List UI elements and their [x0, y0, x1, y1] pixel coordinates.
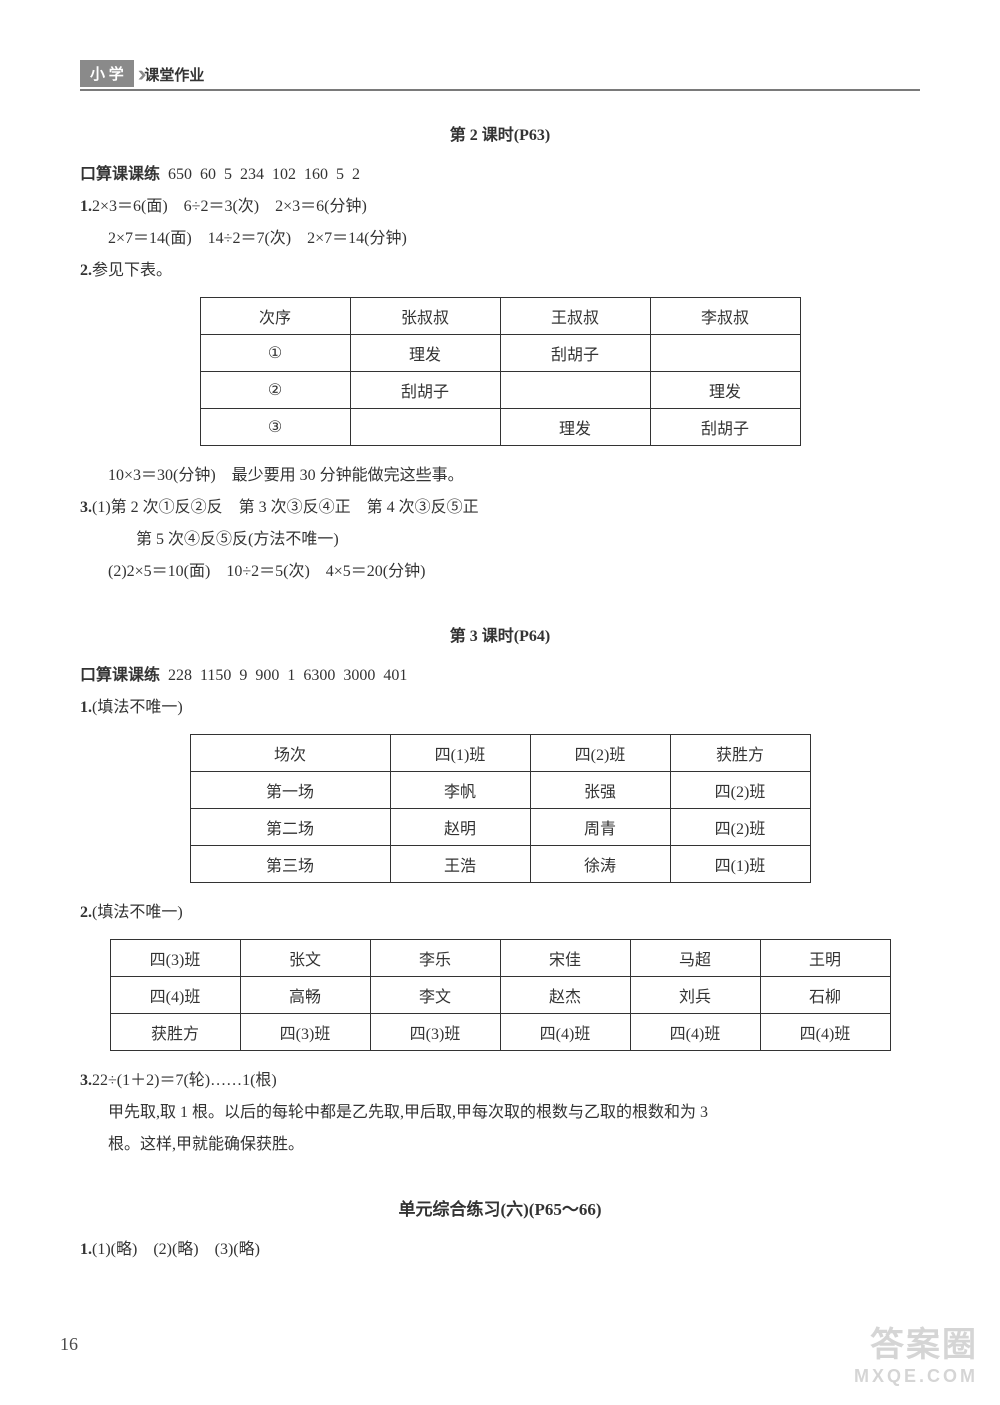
lesson3-p3-l1: 3.22÷(1＋2)＝7(轮)……1(根): [80, 1065, 920, 1097]
lesson2-p3-l1: 3.(1)第 2 次①反②反 第 3 次③反④正 第 4 次③反⑤正: [80, 492, 920, 524]
lesson3-title: 第 3 课时(P64): [80, 622, 920, 646]
kousuan-label: 口算课课练: [80, 667, 160, 684]
chevron-icon: ››: [138, 61, 141, 87]
lesson3-table2: 四(3)班 张文 李乐 宋佳 马超 王明 四(4)班 高畅 李文 赵杰 刘兵 石…: [110, 939, 891, 1051]
watermark-bottom: MXQE.COM: [854, 1366, 978, 1387]
lesson3-table1: 场次 四(1)班 四(2)班 获胜方 第一场 李帆 张强 四(2)班 第二场 赵…: [190, 734, 811, 883]
table-row: ① 理发 刮胡子: [200, 335, 800, 372]
watermark: 答案圈 MXQE.COM: [854, 1317, 978, 1387]
table-row: ② 刮胡子 理发: [200, 372, 800, 409]
lesson2-table: 次序 张叔叔 王叔叔 李叔叔 ① 理发 刮胡子 ② 刮胡子 理发 ③ 理发 刮胡…: [200, 297, 801, 446]
table-row: 第三场 王浩 徐涛 四(1)班: [190, 846, 810, 883]
header-right-label: 课堂作业: [144, 64, 204, 87]
lesson2-p2-after: 10×3＝30(分钟) 最少要用 30 分钟能做完这些事。: [80, 460, 920, 492]
table-header: 次序: [200, 298, 350, 335]
lesson2-p3-l3: (2)2×5＝10(面) 10÷2＝5(次) 4×5＝20(分钟): [80, 556, 920, 588]
lesson3-p2-head: 2.(填法不唯一): [80, 897, 920, 929]
table-row: 第一场 李帆 张强 四(2)班: [190, 772, 810, 809]
lesson3-p3-l2: 甲先取,取 1 根。以后的每轮中都是乙先取,甲后取,甲每次取的根数与乙取的根数和…: [80, 1097, 920, 1129]
table-row: 四(3)班 张文 李乐 宋佳 马超 王明: [110, 940, 890, 977]
lesson2-p1-l1: 1.2×3＝6(面) 6÷2＝3(次) 2×3＝6(分钟): [80, 191, 920, 223]
table-row: 场次 四(1)班 四(2)班 获胜方: [190, 735, 810, 772]
lesson3-p3-l3: 根。这样,甲就能确保获胜。: [80, 1129, 920, 1161]
watermark-top: 答案圈: [854, 1317, 978, 1366]
unit-p1: 1.(1)(略) (2)(略) (3)(略): [80, 1234, 920, 1266]
table-header: 张叔叔: [350, 298, 500, 335]
table-row: 获胜方 四(3)班 四(3)班 四(4)班 四(4)班 四(4)班: [110, 1014, 890, 1051]
unit-title: 单元综合练习(六)(P65～66): [80, 1195, 920, 1220]
table-row: 第二场 赵明 周青 四(2)班: [190, 809, 810, 846]
kousuan-label: 口算课课练: [80, 166, 160, 183]
table-header: 王叔叔: [500, 298, 650, 335]
table-row: 四(4)班 高畅 李文 赵杰 刘兵 石柳: [110, 977, 890, 1014]
page-header: 小 学 ›› 课堂作业: [80, 60, 920, 91]
lesson2-p2-head: 2.参见下表。: [80, 255, 920, 287]
lesson2-title: 第 2 课时(P63): [80, 121, 920, 145]
lesson3-kousuan: 口算课课练 228 1150 9 900 1 6300 3000 401: [80, 660, 920, 692]
lesson2-kousuan: 口算课课练 650 60 5 234 102 160 5 2: [80, 159, 920, 191]
lesson3-p1-head: 1.(填法不唯一): [80, 692, 920, 724]
lesson2-p3-l2: 第 5 次④反⑤反(方法不唯一): [80, 524, 920, 556]
table-row: 次序 张叔叔 王叔叔 李叔叔: [200, 298, 800, 335]
table-row: ③ 理发 刮胡子: [200, 409, 800, 446]
kousuan-values: 650 60 5 234 102 160 5 2: [160, 166, 360, 183]
header-left-badge: 小 学: [80, 60, 134, 87]
page-number: 16: [60, 1334, 78, 1355]
kousuan-values: 228 1150 9 900 1 6300 3000 401: [160, 667, 407, 684]
lesson2-p1-l2: 2×7＝14(面) 14÷2＝7(次) 2×7＝14(分钟): [80, 223, 920, 255]
table-header: 李叔叔: [650, 298, 800, 335]
